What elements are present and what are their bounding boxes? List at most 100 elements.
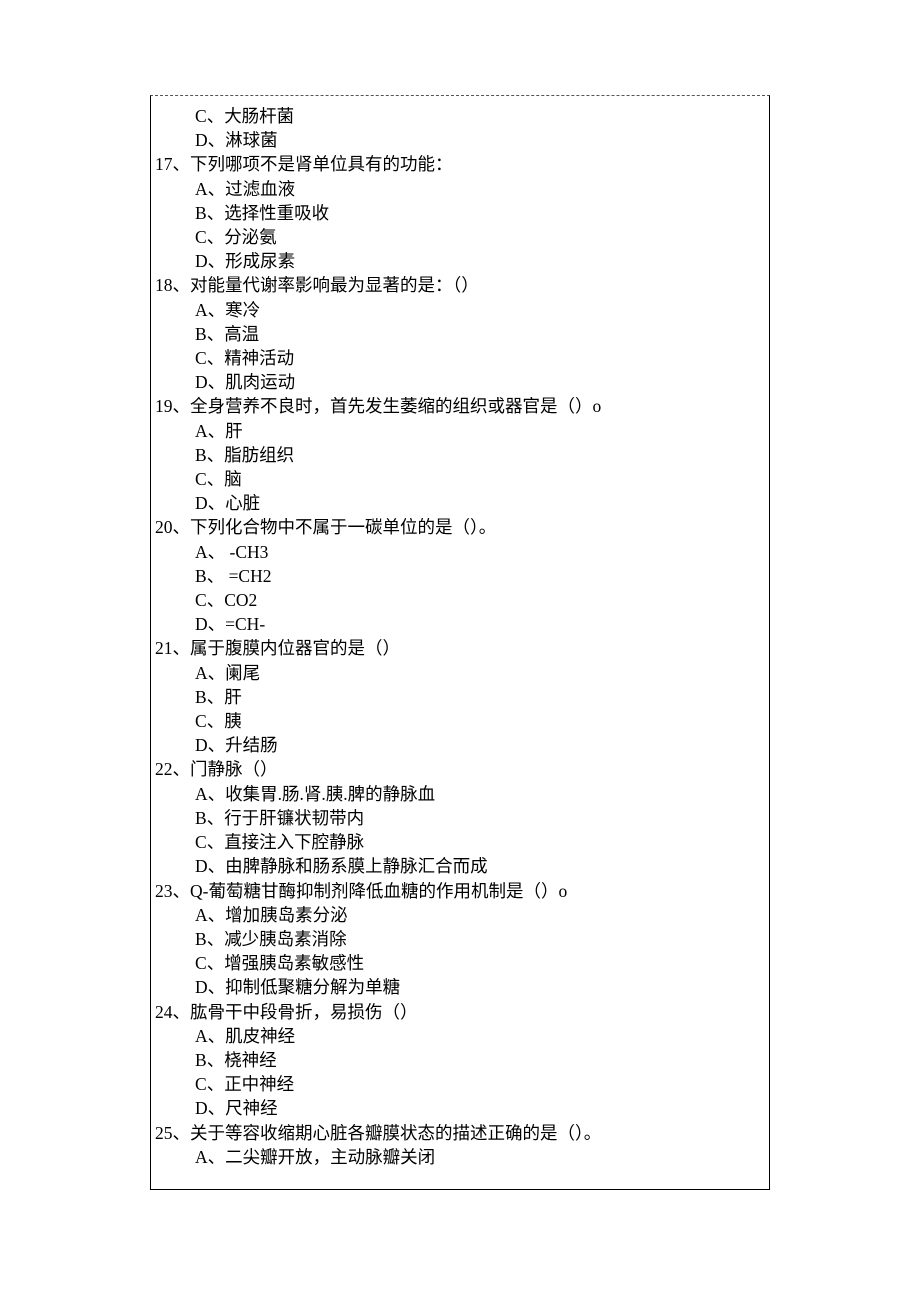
option-text: 分泌氨 xyxy=(224,227,277,247)
option-text: 肝 xyxy=(225,421,243,441)
option-label: B xyxy=(195,324,207,344)
option-label: B xyxy=(195,1050,207,1070)
option-text: -CH3 xyxy=(225,542,268,562)
option-label: D xyxy=(195,735,208,755)
option-text: 增加胰岛素分泌 xyxy=(225,905,348,925)
option-label: A xyxy=(195,542,208,562)
question-option: D、升结肠 xyxy=(155,733,765,757)
question-text: 肱骨干中段骨折，易损伤（） xyxy=(190,1002,418,1022)
question-number: 18 xyxy=(155,275,173,295)
question-stem: 17、下列哪项不是肾单位具有的功能： xyxy=(155,152,765,176)
option-label: D xyxy=(195,493,208,513)
question-option: D、尺神经 xyxy=(155,1096,765,1120)
option-label: D xyxy=(195,856,208,876)
option-label: B xyxy=(195,566,207,586)
question-number: 19 xyxy=(155,396,173,416)
question-stem: 18、对能量代谢率影响最为显著的是：（） xyxy=(155,273,765,297)
option-text: 脑 xyxy=(224,469,242,489)
question-option: D、肌肉运动 xyxy=(155,370,765,394)
question-text: Q-葡萄糖甘酶抑制剂降低血糖的作用机制是（）o xyxy=(190,881,567,901)
question-option: B、肝 xyxy=(155,685,765,709)
question-option: A、肌皮神经 xyxy=(155,1024,765,1048)
question-option: A、肝 xyxy=(155,419,765,443)
option-label: A xyxy=(195,1147,208,1167)
question-text: 关于等容收缩期心脏各瓣膜状态的描述正确的是（）。 xyxy=(190,1123,601,1143)
question-option: D、由脾静脉和肠系膜上静脉汇合而成 xyxy=(155,854,765,878)
option-text: 由脾静脉和肠系膜上静脉汇合而成 xyxy=(225,856,488,876)
option-text: 增强胰岛素敏感性 xyxy=(224,953,364,973)
option-text: 心脏 xyxy=(225,493,260,513)
option-text: 行于肝镰状韧带内 xyxy=(224,808,364,828)
option-text: 升结肠 xyxy=(225,735,278,755)
option-text: 脂肪组织 xyxy=(224,445,294,465)
option-text: 淋球菌 xyxy=(225,130,278,150)
option-label: C xyxy=(195,348,207,368)
option-text: 桡神经 xyxy=(224,1050,277,1070)
question-number: 25 xyxy=(155,1123,173,1143)
option-label: A xyxy=(195,905,208,925)
question-option: C、精神活动 xyxy=(155,346,765,370)
question-option: B、行于肝镰状韧带内 xyxy=(155,806,765,830)
option-text: =CH2 xyxy=(224,566,271,586)
option-label: C xyxy=(195,1074,207,1094)
question-option: A、增加胰岛素分泌 xyxy=(155,903,765,927)
question-option: C、直接注入下腔静脉 xyxy=(155,830,765,854)
question-option: B、 =CH2 xyxy=(155,564,765,588)
option-label: A xyxy=(195,1026,208,1046)
option-label: B xyxy=(195,203,207,223)
question-stem: 22、门静脉（） xyxy=(155,757,765,781)
option-label: B xyxy=(195,445,207,465)
question-number: 22 xyxy=(155,759,173,779)
option-text: 正中神经 xyxy=(224,1074,294,1094)
question-option: A、过滤血液 xyxy=(155,177,765,201)
option-label: D xyxy=(195,130,208,150)
option-label: C xyxy=(195,711,207,731)
question-option: C、分泌氨 xyxy=(155,225,765,249)
option-text: 寒冷 xyxy=(225,300,260,320)
option-text: 二尖瓣开放，主动脉瓣关闭 xyxy=(225,1147,435,1167)
question-stem: 20、下列化合物中不属于一碳单位的是（）。 xyxy=(155,515,765,539)
option-text: 肌肉运动 xyxy=(225,372,295,392)
option-text: 高温 xyxy=(224,324,259,344)
question-stem: 21、属于腹膜内位器官的是（） xyxy=(155,636,765,660)
option-text: 阑尾 xyxy=(225,663,260,683)
question-text: 门静脉（） xyxy=(190,759,278,779)
question-number: 21 xyxy=(155,638,173,658)
question-option: C、CO2 xyxy=(155,588,765,612)
option-text: 选择性重吸收 xyxy=(224,203,329,223)
option-text: 减少胰岛素消除 xyxy=(224,929,347,949)
option-text: 直接注入下腔静脉 xyxy=(224,832,364,852)
question-option: B、选择性重吸收 xyxy=(155,201,765,225)
option-label: D xyxy=(195,977,208,997)
option-label: B xyxy=(195,808,207,828)
option-label: A xyxy=(195,784,208,804)
question-text: 全身营养不良时，首先发生萎缩的组织或器官是（）o xyxy=(190,396,601,416)
option-label: D xyxy=(195,1098,208,1118)
question-stem: 23、Q-葡萄糖甘酶抑制剂降低血糖的作用机制是（）o xyxy=(155,879,765,903)
option-label: C xyxy=(195,469,207,489)
question-option: C、脑 xyxy=(155,467,765,491)
option-text: 胰 xyxy=(224,711,242,731)
option-text: 大肠杆菌 xyxy=(224,106,294,126)
option-label: D xyxy=(195,614,208,634)
exam-content: C、大肠杆菌 D、淋球菌 17、下列哪项不是肾单位具有的功能： A、过滤血液 B… xyxy=(150,95,770,1190)
orphan-option: D、淋球菌 xyxy=(155,128,765,152)
option-label: C xyxy=(195,227,207,247)
question-option: A、寒冷 xyxy=(155,298,765,322)
question-text: 下列哪项不是肾单位具有的功能： xyxy=(190,154,453,174)
option-label: A xyxy=(195,663,208,683)
option-label: C xyxy=(195,953,207,973)
question-option: B、高温 xyxy=(155,322,765,346)
question-option: C、胰 xyxy=(155,709,765,733)
option-label: B xyxy=(195,687,207,707)
option-text: =CH- xyxy=(225,614,265,634)
question-stem: 19、全身营养不良时，首先发生萎缩的组织或器官是（）o xyxy=(155,394,765,418)
question-option: A、 -CH3 xyxy=(155,540,765,564)
question-text: 属于腹膜内位器官的是（） xyxy=(190,638,400,658)
question-option: A、收集胃.肠.肾.胰.脾的静脉血 xyxy=(155,782,765,806)
option-label: D xyxy=(195,372,208,392)
orphan-option: C、大肠杆菌 xyxy=(155,104,765,128)
option-text: 形成尿素 xyxy=(225,251,295,271)
question-text: 对能量代谢率影响最为显著的是：（） xyxy=(190,275,479,295)
question-number: 24 xyxy=(155,1002,173,1022)
